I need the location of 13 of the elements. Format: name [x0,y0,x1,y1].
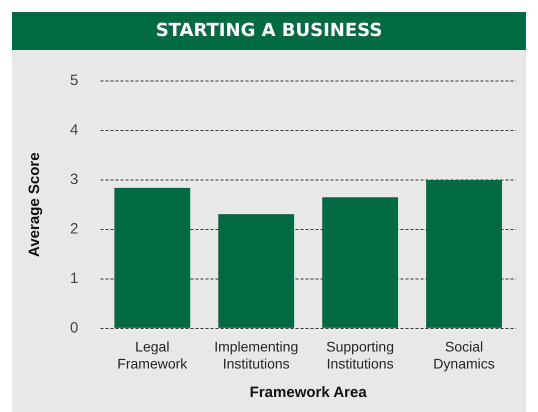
chart-title: STARTING A BUSINESS [12,12,526,50]
x-tick-label: Supporting Institutions [326,338,394,372]
y-tick-label: 0 [70,320,78,337]
y-axis-title: Average Score [26,152,44,257]
x-tick-label: Legal Framework [117,338,188,372]
x-tick-label: Implementing Institutions [214,338,298,372]
y-tick-label: 2 [70,220,78,238]
y-tick-label: 1 [70,270,78,288]
x-axis-title: Framework Area [250,384,368,402]
x-tick-label: Social Dynamics [433,338,495,372]
y-tick-label: 3 [70,171,78,188]
y-tick-label: 5 [70,72,78,90]
y-tick-label: 4 [70,122,78,139]
